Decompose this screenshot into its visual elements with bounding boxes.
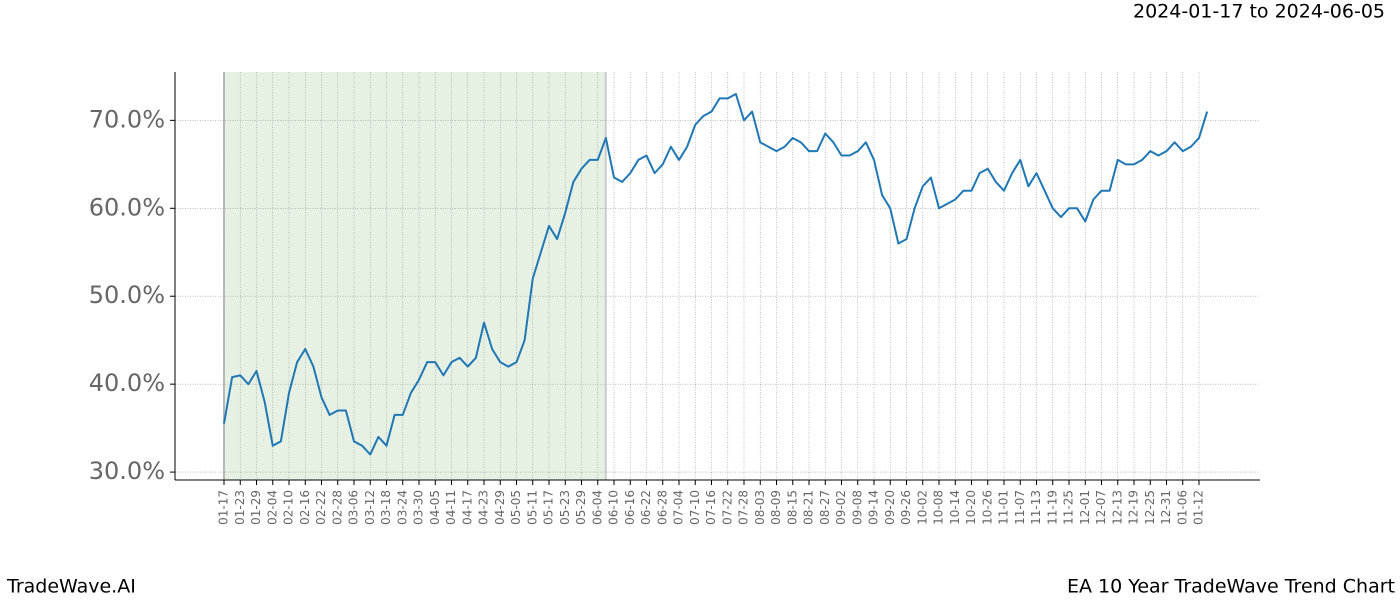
x-tick-label: 08-15 (785, 490, 799, 525)
x-tick-label: 03-30 (412, 490, 426, 525)
x-tick-label: 12-07 (1094, 490, 1108, 525)
x-tick-label: 09-08 (850, 490, 864, 525)
highlight-region (224, 72, 606, 480)
x-tick-label: 08-09 (769, 490, 783, 525)
x-tick-label: 04-17 (460, 490, 474, 525)
y-tick-label: 50.0% (89, 281, 165, 309)
y-tick-label: 70.0% (89, 105, 165, 133)
x-tick-label: 02-22 (314, 490, 328, 525)
x-tick-label: 01-23 (233, 490, 247, 525)
x-tick-label: 12-19 (1127, 490, 1141, 525)
x-tick-label: 10-08 (932, 490, 946, 525)
x-tick-label: 05-11 (525, 490, 539, 525)
x-tick-label: 06-16 (623, 490, 637, 525)
y-tick-label: 40.0% (89, 369, 165, 397)
x-tick-label: 10-26 (980, 490, 994, 525)
brand: TradeWave.AI (6, 576, 136, 598)
x-tick-label: 09-26 (899, 490, 913, 525)
x-tick-label: 07-22 (720, 490, 734, 525)
x-tick-label: 06-22 (639, 490, 653, 525)
x-tick-label: 10-20 (964, 490, 978, 525)
x-tick-label: 04-29 (493, 490, 507, 525)
chart-title: EA 10 Year TradeWave Trend Chart (1067, 576, 1395, 598)
x-tick-label: 05-05 (509, 490, 523, 525)
chart-subtitle: 2024-01-17 to 2024-06-05 (1133, 1, 1385, 23)
x-tick-label: 03-12 (363, 490, 377, 525)
x-tick-label: 01-12 (1192, 490, 1206, 525)
x-tick-label: 05-17 (542, 490, 556, 525)
x-tick-label: 09-20 (883, 490, 897, 525)
x-tick-label: 08-27 (818, 490, 832, 525)
x-tick-label: 01-17 (217, 490, 231, 525)
x-tick-label: 08-03 (753, 490, 767, 525)
x-tick-label: 05-29 (574, 490, 588, 525)
x-tick-label: 08-21 (802, 490, 816, 525)
x-tick-label: 05-23 (558, 490, 572, 525)
x-tick-label: 03-18 (379, 490, 393, 525)
x-tick-label: 07-16 (704, 490, 718, 525)
x-tick-label: 12-01 (1078, 490, 1092, 525)
x-tick-label: 01-29 (249, 490, 263, 525)
x-tick-label: 10-02 (915, 490, 929, 525)
y-tick-label: 60.0% (89, 193, 165, 221)
x-tick-label: 03-24 (395, 490, 409, 525)
x-tick-label: 12-13 (1110, 490, 1124, 525)
x-tick-label: 11-25 (1062, 490, 1076, 525)
x-tick-label: 07-28 (737, 490, 751, 525)
x-tick-label: 11-19 (1045, 490, 1059, 525)
x-tick-label: 04-05 (428, 490, 442, 525)
x-tick-label: 07-04 (672, 490, 686, 525)
x-tick-label: 10-14 (948, 490, 962, 525)
x-tick-label: 09-14 (867, 490, 881, 525)
x-tick-label: 02-04 (265, 490, 279, 525)
x-tick-label: 04-23 (477, 490, 491, 525)
x-tick-label: 11-01 (997, 490, 1011, 525)
x-tick-label: 12-31 (1159, 490, 1173, 525)
x-tick-label: 11-13 (1029, 490, 1043, 525)
series-line (223, 92, 1209, 456)
x-tick-label: 02-28 (330, 490, 344, 525)
x-tick-label: 03-06 (347, 490, 361, 525)
x-tick-label: 06-28 (655, 490, 669, 525)
x-tick-label: 06-10 (607, 490, 621, 525)
y-tick-label: 30.0% (89, 457, 165, 485)
x-tick-label: 12-25 (1143, 490, 1157, 525)
x-tick-label: 02-16 (298, 490, 312, 525)
x-tick-label: 04-11 (444, 490, 458, 525)
x-tick-label: 02-10 (282, 490, 296, 525)
x-tick-label: 09-02 (834, 490, 848, 525)
x-tick-label: 06-04 (590, 490, 604, 525)
x-tick-label: 01-06 (1175, 490, 1189, 525)
x-tick-label: 11-07 (1013, 490, 1027, 525)
x-tick-label: 07-10 (688, 490, 702, 525)
